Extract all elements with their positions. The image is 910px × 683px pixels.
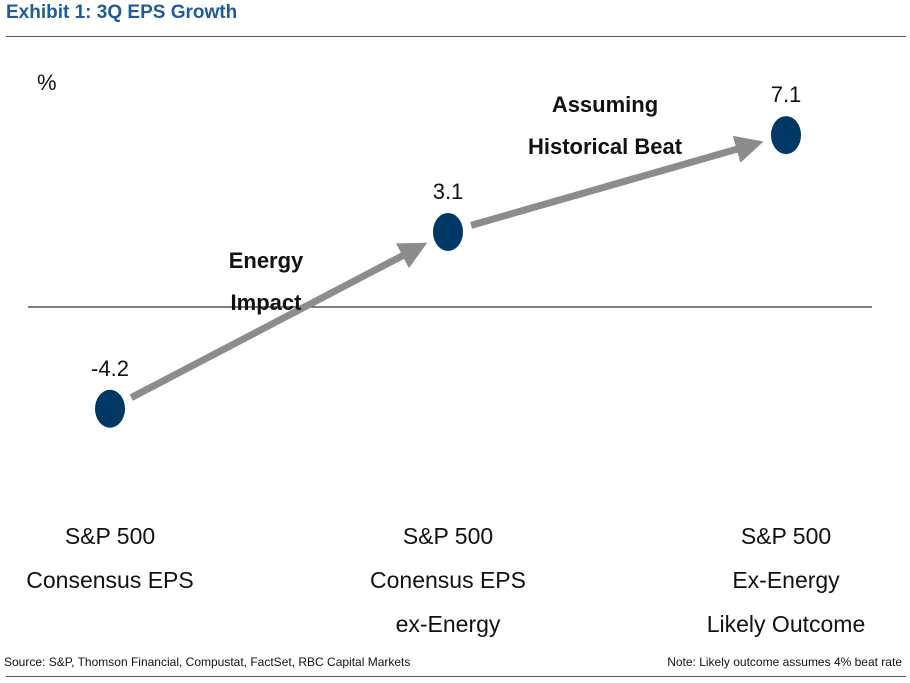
source-note: Source: S&P, Thomson Financial, Compusta… xyxy=(4,655,411,669)
category-label-2-line-2: Conensus EPS xyxy=(370,567,526,593)
category-label-3-line-1: S&P 500 xyxy=(741,523,831,549)
title-divider xyxy=(6,36,906,37)
category-label-3-line-2: Ex-Energy xyxy=(732,567,840,593)
category-label-2-line-1: S&P 500 xyxy=(403,523,493,549)
annotation-1-line-2: Impact xyxy=(231,290,303,315)
data-point-1 xyxy=(95,389,125,428)
eps-growth-chart: % -4.2 3.1 7.1 S&P 500 Consensus EPS S&P 500… xyxy=(26,70,872,637)
category-label-3-line-3: Likely Outcome xyxy=(707,611,866,637)
trend-arrow-1 xyxy=(129,242,428,401)
category-label-1-line-2: Consensus EPS xyxy=(26,567,193,593)
data-point-2 xyxy=(433,212,463,251)
category-label-2-line-3: ex-Energy xyxy=(396,611,501,637)
footnote: Note: Likely outcome assumes 4% beat rat… xyxy=(667,655,902,669)
data-label-2: 3.1 xyxy=(433,179,464,204)
category-label-1-line-1: S&P 500 xyxy=(65,523,155,549)
y-axis-label: % xyxy=(37,70,57,95)
annotation-2-line-1: Assuming xyxy=(552,92,658,117)
footer-divider xyxy=(6,676,906,677)
data-point-3 xyxy=(771,116,801,155)
data-label-1: -4.2 xyxy=(91,356,129,381)
chart-title: Exhibit 1: 3Q EPS Growth xyxy=(6,2,238,23)
annotation-1-line-1: Energy xyxy=(229,248,304,273)
trend-arrow-2 xyxy=(470,135,764,229)
annotation-2-line-2: Historical Beat xyxy=(528,134,683,159)
data-label-3: 7.1 xyxy=(771,82,802,107)
